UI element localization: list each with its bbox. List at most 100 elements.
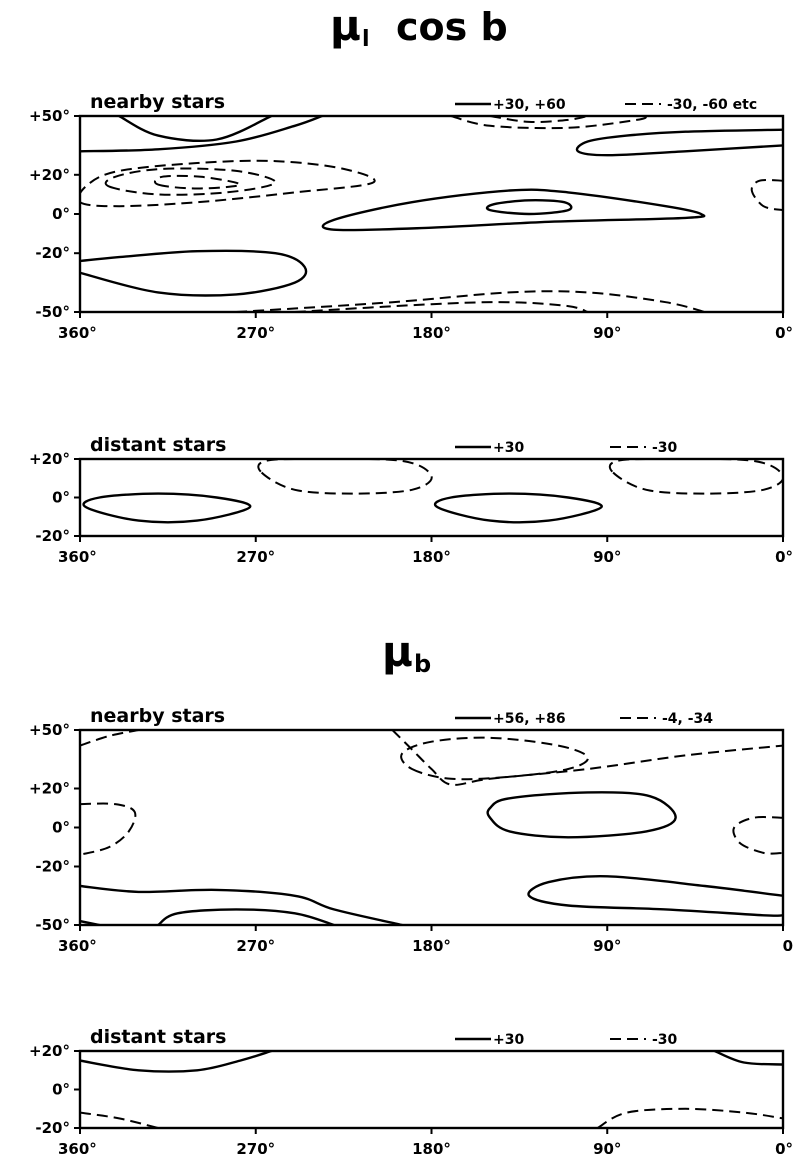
y-tick-label: -50° xyxy=(35,303,70,321)
panel-mu-l-nearby-stars: nearby stars +30, +60 -30, -60 etc +50° +20°… xyxy=(29,91,793,342)
plot-frame xyxy=(78,1049,785,1130)
title-main: μ xyxy=(330,1,361,50)
section-title-mu-b: μ b xyxy=(382,627,431,678)
plot-frame xyxy=(78,457,785,538)
x-tick-label: 180° xyxy=(412,324,451,342)
x-tick-label: 0° xyxy=(775,324,793,342)
contour-lines xyxy=(80,1051,783,1128)
y-tick-label: -50° xyxy=(35,916,70,934)
panel-label: distant stars xyxy=(90,434,226,456)
legend-solid-label: +30 xyxy=(493,440,524,456)
x-tick-label: 90° xyxy=(593,937,621,955)
x-tick-label: 180° xyxy=(412,937,451,955)
contour-solid-11 xyxy=(80,249,308,297)
x-tick-label: 90° xyxy=(593,324,621,342)
contour-dashed-2 xyxy=(257,459,433,495)
y-tick-label: +20° xyxy=(29,1042,70,1060)
contour-solid-7 xyxy=(157,908,335,925)
y-tick-label: -20° xyxy=(35,858,70,876)
contour-solid-1 xyxy=(80,116,323,153)
y-tick-label: +20° xyxy=(29,450,70,468)
x-tick-label: 0° xyxy=(775,548,793,566)
contour-solid-0 xyxy=(118,116,272,143)
contour-solid-9 xyxy=(321,188,706,232)
y-tick-label: 0° xyxy=(52,489,70,507)
x-tick-label: 180° xyxy=(412,548,451,566)
contour-dashed-5 xyxy=(450,116,647,130)
plot-frame xyxy=(78,728,785,927)
y-tick-label: -20° xyxy=(35,527,70,545)
contour-dashed-3 xyxy=(608,459,783,495)
x-tick-label: 360° xyxy=(58,937,97,955)
contour-dashed-12 xyxy=(236,290,706,312)
panel-mu-l-distant-stars: distant stars +30 -30 +20° 0° -20° 360° 270° 180… xyxy=(29,434,793,566)
section-title-mu-l-cos-b: μ l cos b xyxy=(330,1,508,52)
contour-dashed-0 xyxy=(80,730,139,747)
y-tick-label: 0° xyxy=(52,205,70,223)
contour-solid-1 xyxy=(714,1051,783,1066)
contour-dashed-3 xyxy=(596,1107,783,1128)
legend-solid-label: +56, +86 xyxy=(493,711,566,727)
y-tick-label: -20° xyxy=(35,1119,70,1137)
contour-lines xyxy=(80,116,783,312)
contour-solid-1 xyxy=(433,492,603,524)
x-tick-label: 0 xyxy=(783,937,793,955)
contour-dashed-8 xyxy=(750,178,783,212)
legend-dashed-label: -4, -34 xyxy=(662,711,713,727)
y-tick-label: +50° xyxy=(29,107,70,125)
plot-frame xyxy=(78,114,785,314)
contour-solid-8 xyxy=(80,919,100,925)
contour-dashed-2 xyxy=(80,1111,159,1128)
y-tick-label: -20° xyxy=(35,244,70,262)
x-tick-label: 270° xyxy=(236,548,275,566)
x-tick-label: 270° xyxy=(236,324,275,342)
x-tick-label: 0° xyxy=(775,1140,793,1158)
title-subscript: b xyxy=(414,650,431,678)
x-tick-label: 360° xyxy=(58,324,97,342)
legend-dashed-label: -30 xyxy=(652,1032,678,1048)
title-tail: cos b xyxy=(396,5,508,49)
y-tick-label: +20° xyxy=(29,780,70,798)
legend-dashed-label: -30, -60 etc xyxy=(667,97,757,113)
legend-solid-label: +30 xyxy=(493,1032,524,1048)
contour-lines xyxy=(82,459,783,524)
contour-dashed-13 xyxy=(294,301,589,312)
y-tick-label: 0° xyxy=(52,1081,70,1099)
y-tick-label: +50° xyxy=(29,721,70,739)
x-tick-label: 90° xyxy=(593,548,621,566)
x-tick-label: 360° xyxy=(58,548,97,566)
contour-dashed-1 xyxy=(391,730,783,786)
title-main: μ xyxy=(382,627,413,676)
contour-solid-0 xyxy=(80,1051,272,1073)
contour-solid-9 xyxy=(527,875,783,917)
x-tick-label: 270° xyxy=(236,1140,275,1158)
contour-dashed-4 xyxy=(153,174,242,190)
y-tick-label: +20° xyxy=(29,166,70,184)
contour-lines xyxy=(80,730,783,925)
legend-solid-label: +30, +60 xyxy=(493,97,566,113)
contour-dashed-6 xyxy=(489,116,588,124)
panel-label: nearby stars xyxy=(90,91,225,113)
contour-dashed-3 xyxy=(104,167,277,196)
contour-solid-4 xyxy=(486,791,677,839)
title-subscript: l xyxy=(362,27,370,52)
panel-mu-b-nearby-stars: nearby stars +56, +86 -4, -34 +50° +20° 0° -20… xyxy=(29,705,793,955)
contour-solid-7 xyxy=(575,128,783,157)
panel-mu-b-distant-stars: distant stars +30 -30 +20° 0° -20° 360° 270° 180… xyxy=(29,1026,793,1158)
contour-dashed-2 xyxy=(400,736,589,781)
x-tick-label: 270° xyxy=(236,937,275,955)
contour-dashed-3 xyxy=(80,802,137,856)
y-tick-label: 0° xyxy=(52,819,70,837)
legend-dashed-label: -30 xyxy=(652,440,678,456)
contour-dashed-5 xyxy=(732,816,783,855)
contour-dashed-2 xyxy=(80,159,376,208)
x-tick-label: 180° xyxy=(412,1140,451,1158)
x-tick-label: 90° xyxy=(593,1140,621,1158)
panel-label: distant stars xyxy=(90,1026,226,1048)
contour-solid-10 xyxy=(485,199,573,216)
panel-label: nearby stars xyxy=(90,705,225,727)
contour-solid-0 xyxy=(82,492,252,524)
x-tick-label: 360° xyxy=(58,1140,97,1158)
contour-solid-6 xyxy=(80,884,403,925)
